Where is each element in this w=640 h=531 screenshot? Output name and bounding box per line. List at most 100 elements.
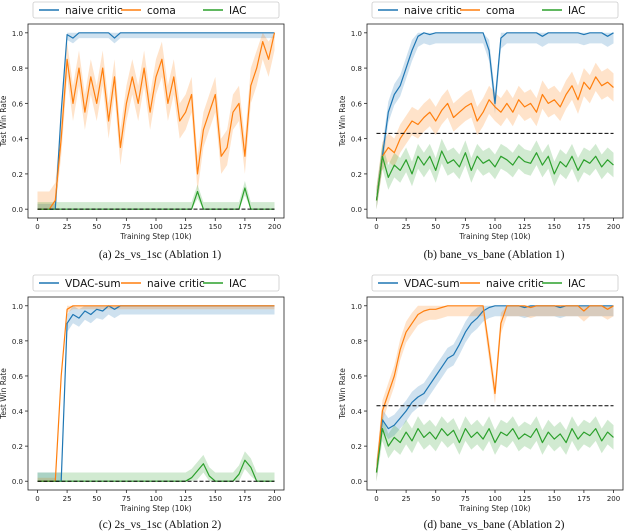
y-axis-label: Test Win Rate — [0, 368, 8, 420]
caption-d: (d) bane_vs_bane (Ablation 2) — [423, 519, 565, 531]
y-tick-label: 0.8 — [351, 338, 362, 346]
series-line-coma — [375, 76, 614, 201]
series-band-iac — [376, 416, 614, 482]
series-band-iac — [37, 181, 275, 210]
x-tick-label: 150 — [548, 223, 561, 231]
legend: naive critic coma IAC — [32, 1, 280, 19]
y-tick-label: 0.0 — [12, 478, 23, 486]
y-tick-label: 0.4 — [12, 408, 24, 416]
y-axis-label: Test Win Rate — [338, 95, 347, 147]
legend-label: IAC — [568, 5, 585, 17]
x-tick-label: 50 — [431, 495, 440, 503]
y-tick-label: 0.6 — [351, 373, 363, 381]
caption-b: (b) bane_vs_bane (Ablation 1) — [423, 249, 565, 261]
chart-panel-0: 0.0 0.2 0.4 0.6 0.8 1.0 0 25 50 75 100 125 150 175 200… — [0, 1, 285, 241]
x-tick-label: 0 — [35, 495, 39, 503]
y-tick-label: 0.8 — [351, 65, 362, 73]
series-line-naive-critic — [375, 305, 614, 473]
x-tick-label: 175 — [238, 223, 251, 231]
chart-panel-1: 0.0 0.2 0.4 0.6 0.8 1.0 0 25 50 75 100 125 150 175 200… — [338, 1, 624, 241]
legend: naive critic coma IAC — [371, 1, 619, 19]
chart-panel-3: 0.0 0.2 0.4 0.6 0.8 1.0 0 25 50 75 100 125 150 175 200… — [338, 274, 624, 513]
x-axis-label: Training Step (10k) — [458, 232, 530, 241]
legend-label: coma — [486, 5, 515, 17]
chart-panel-2: 0.0 0.2 0.4 0.6 0.8 1.0 0 25 50 75 100 125 150 175 200… — [0, 274, 285, 513]
x-tick-label: 25 — [63, 223, 72, 231]
y-tick-label: 0.2 — [351, 171, 362, 179]
x-tick-label: 175 — [577, 495, 590, 503]
y-axis-label: Test Win Rate — [0, 95, 8, 147]
y-tick-label: 0.4 — [351, 408, 363, 416]
x-tick-label: 175 — [577, 223, 590, 231]
x-tick-label: 25 — [63, 495, 72, 503]
y-tick-label: 0.4 — [12, 136, 24, 144]
caption-c: (c) 2s_vs_1sc (Ablation 2) — [98, 519, 222, 531]
y-tick-label: 0.2 — [12, 171, 23, 179]
y-tick-label: 0.6 — [12, 100, 24, 108]
series-band-coma — [37, 32, 275, 210]
caption-a: (a) 2s_vs_1sc (Ablation 1) — [98, 249, 222, 261]
plot-area — [27, 296, 285, 491]
legend-label: naive critic — [486, 278, 544, 290]
x-tick-label: 200 — [268, 223, 281, 231]
series-line-iac — [375, 428, 614, 473]
x-axis-label: Training Step (10k) — [458, 504, 530, 513]
y-tick-label: 0.6 — [12, 373, 24, 381]
x-tick-label: 25 — [402, 223, 411, 231]
legend-label: naive critic — [404, 5, 462, 17]
legend-box — [32, 1, 280, 19]
x-tick-label: 125 — [518, 223, 531, 231]
x-tick-label: 75 — [122, 223, 131, 231]
x-tick-label: 0 — [374, 223, 378, 231]
x-tick-label: 100 — [149, 223, 162, 231]
x-tick-label: 50 — [92, 495, 101, 503]
x-tick-label: 75 — [461, 223, 470, 231]
x-tick-label: 150 — [548, 495, 561, 503]
x-axis-label: Training Step (10k) — [119, 232, 191, 241]
legend-box — [371, 274, 619, 292]
x-tick-label: 200 — [607, 495, 620, 503]
x-tick-label: 100 — [488, 223, 501, 231]
legend-label: IAC — [229, 5, 246, 17]
y-tick-label: 1.0 — [351, 30, 362, 38]
x-tick-label: 50 — [92, 223, 101, 231]
x-tick-label: 125 — [179, 223, 192, 231]
y-tick-label: 0.8 — [12, 338, 23, 346]
x-tick-label: 0 — [35, 223, 39, 231]
y-tick-label: 0.0 — [351, 206, 362, 214]
x-tick-label: 0 — [374, 495, 378, 503]
y-tick-label: 1.0 — [351, 303, 362, 311]
series-line-naive-critic — [37, 305, 275, 482]
x-tick-label: 25 — [402, 495, 411, 503]
legend-label: IAC — [568, 278, 585, 290]
series-band-iac — [376, 138, 614, 210]
x-tick-label: 175 — [238, 495, 251, 503]
legend-box — [371, 1, 619, 19]
x-tick-label: 125 — [518, 495, 531, 503]
legend-label: VDAC-sum — [65, 278, 121, 290]
x-tick-label: 75 — [122, 495, 131, 503]
series-line-naive-critic — [37, 32, 275, 210]
y-tick-label: 1.0 — [12, 30, 23, 38]
x-tick-label: 150 — [209, 495, 222, 503]
series-line-naive-critic — [375, 32, 614, 201]
y-tick-label: 0.0 — [351, 478, 362, 486]
series-line-coma — [37, 32, 276, 210]
y-tick-label: 0.4 — [351, 136, 363, 144]
y-tick-label: 1.0 — [12, 303, 23, 311]
x-tick-label: 150 — [209, 223, 222, 231]
legend: VDAC-sum naive critic IAC — [32, 274, 280, 292]
legend-label: naive critic — [147, 278, 205, 290]
x-tick-label: 100 — [488, 495, 501, 503]
x-tick-label: 125 — [179, 495, 192, 503]
y-tick-label: 0.2 — [12, 443, 23, 451]
legend-label: coma — [147, 5, 176, 17]
y-tick-label: 0.8 — [12, 65, 23, 73]
legend: VDAC-sum naive critic IAC — [371, 274, 619, 292]
legend-label: IAC — [229, 278, 246, 290]
y-tick-label: 0.2 — [351, 443, 362, 451]
x-tick-label: 50 — [431, 223, 440, 231]
y-tick-label: 0.6 — [351, 100, 363, 108]
x-tick-label: 75 — [461, 495, 470, 503]
